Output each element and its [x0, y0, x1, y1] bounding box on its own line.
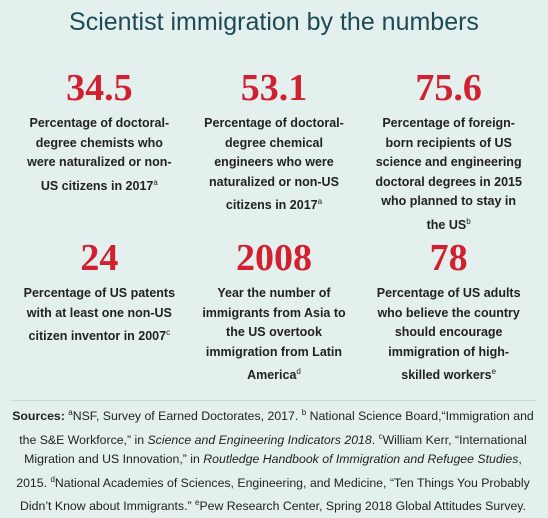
- note: d: [50, 474, 55, 484]
- title: Scientist immigration by the numbers: [69, 8, 479, 36]
- stat: 78 Percentage of US adults who believe th…: [361, 236, 536, 394]
- note: e: [195, 498, 200, 508]
- stat-description: Percentage of doctoral-degree chemists w…: [21, 114, 177, 196]
- stat-description: Percentage of US patents with at least o…: [21, 284, 177, 347]
- sources-label: Sources:: [12, 409, 65, 424]
- stat-value: 2008: [235, 237, 312, 279]
- stat: 34.5 Percentage of doctoral-degree chemis…: [12, 66, 187, 236]
- note: c: [166, 328, 171, 337]
- source-text: NSF, Survey of Earned Doctorates, 2017.: [72, 409, 302, 424]
- note: a: [153, 177, 158, 187]
- source-text: National Science Board,“Immigration and …: [19, 409, 534, 447]
- stat-description: Year the number of immigrants from Asia …: [196, 284, 352, 386]
- note: c: [378, 431, 383, 441]
- note: a: [68, 408, 73, 417]
- note: b: [301, 408, 307, 417]
- description-text: Percentage of doctoral-degree chemists w…: [27, 116, 172, 193]
- stat-description: Percentage of foreign-born recipients of…: [371, 114, 527, 235]
- description-text: Percentage of US patents with at least o…: [23, 286, 176, 344]
- stat: 75.6 Percentage of foreign-born recipient…: [361, 66, 536, 236]
- stat: 24 Percentage of US patents with at least…: [12, 236, 187, 394]
- stat: 53.1 Percentage of doctoral-degree chemic…: [187, 66, 362, 236]
- source-title: Science and Engineering Indicators 2018: [147, 432, 372, 447]
- source-text: National Academies of Sciences, Engineer…: [20, 475, 530, 514]
- stats-grid: 34.5 Percentage of doctoral-degree chemis…: [12, 66, 536, 394]
- stat-value: 78: [429, 237, 468, 279]
- description-text: Year the number of immigrants from Asia …: [202, 286, 346, 383]
- source-title: Routledge Handbook of Immigration and Re…: [203, 452, 519, 467]
- source-text: Pew Research Center, Spring 2018 Global …: [199, 499, 526, 514]
- note: d: [296, 367, 301, 376]
- note: a: [317, 197, 323, 206]
- sources: Sources: aNSF, Survey of Earned Doctorat…: [10, 400, 536, 517]
- stat-description: Percentage of doctoral-degree chemical e…: [196, 114, 352, 216]
- stat: 2008 Year the number of immigrants from A…: [187, 236, 362, 394]
- description-text: Percentage of US adults who believe the …: [376, 286, 521, 383]
- stat-value: 24: [80, 237, 119, 279]
- note: e: [491, 367, 497, 376]
- stat-value: 75.6: [415, 67, 482, 109]
- description-text: Percentage of foreign-born recipients of…: [375, 116, 522, 232]
- note: b: [466, 216, 471, 226]
- stat-description: Percentage of US adults who believe the …: [371, 284, 527, 386]
- description-text: Percentage of doctoral-degree chemical e…: [204, 116, 344, 213]
- stat-value: 53.1: [240, 67, 308, 109]
- stat-value: 34.5: [66, 67, 133, 109]
- source-text: William Kerr, “International Migration a…: [24, 432, 527, 467]
- source-text: , 2015.: [16, 452, 522, 490]
- source-text: .: [371, 432, 379, 447]
